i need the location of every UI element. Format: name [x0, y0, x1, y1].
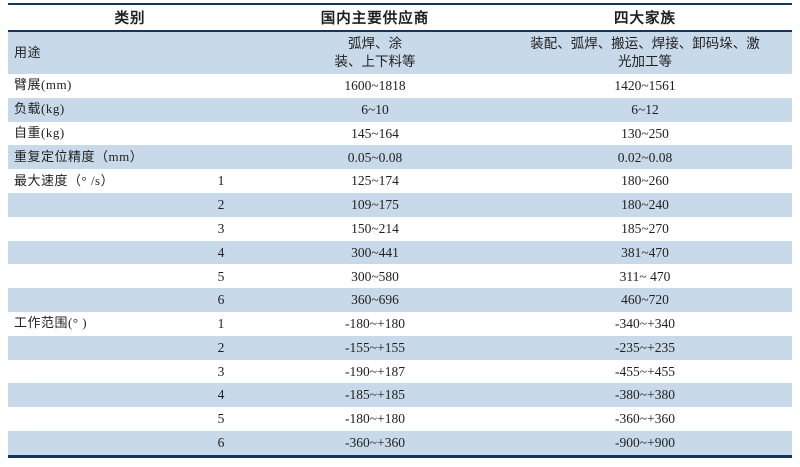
- row-joint-number: 4: [217, 387, 225, 403]
- row-domestic-value: 300~580: [351, 268, 399, 284]
- row-bigfour-value: 460~720: [621, 292, 669, 308]
- table-row: 3 150~214 185~270: [8, 216, 792, 241]
- row-joint-number: 2: [217, 339, 225, 355]
- row-domestic-value: 弧焊、涂 装、上下料等: [334, 36, 416, 69]
- table-row: 5 -180~+180 -360~+360: [8, 407, 792, 431]
- table-row: 重复定位精度（mm） 0.05~0.08 0.02~0.08: [8, 145, 792, 170]
- table-row: 2 109~175 180~240: [8, 192, 792, 217]
- row-label: 自重(kg): [14, 125, 65, 141]
- row-bigfour-value: 6~12: [631, 101, 659, 117]
- table-row: 3 -190~+187 -455~+455: [8, 359, 792, 384]
- table-row: 臂展(mm) 1600~1818 1420~1561: [8, 74, 792, 98]
- row-joint-number: 2: [217, 197, 225, 213]
- row-bigfour-value: -900~+900: [615, 435, 675, 451]
- header-category: 类别: [114, 11, 146, 27]
- row-label: 用途: [14, 44, 42, 60]
- row-bigfour-value: -455~+455: [615, 363, 675, 379]
- table-row: 用途 弧焊、涂 装、上下料等 装配、弧焊、搬运、焊接、卸码垛、激 光加工等: [8, 32, 792, 74]
- row-joint-number: 1: [217, 316, 225, 332]
- table-row: 自重(kg) 145~164 130~250: [8, 121, 792, 146]
- row-domestic-value: 300~441: [351, 244, 399, 260]
- row-domestic-value: -180~+180: [345, 411, 405, 427]
- table-row: 4 -185~+185 -380~+380: [8, 383, 792, 408]
- row-bigfour-value: -380~+380: [615, 387, 675, 403]
- table-row: 5 300~580 311~ 470: [8, 264, 792, 289]
- row-bigfour-value: 381~470: [621, 244, 669, 260]
- row-domestic-value: 109~175: [351, 197, 399, 213]
- row-domestic-value: -360~+360: [345, 435, 405, 451]
- row-domestic-value: 150~214: [351, 220, 399, 236]
- row-domestic-value: -155~+155: [345, 339, 405, 355]
- row-bigfour-value: 1420~1561: [614, 78, 676, 94]
- row-joint-number: 4: [217, 244, 225, 260]
- row-domestic-value: 145~164: [351, 125, 399, 141]
- row-label: 重复定位精度（mm）: [14, 148, 144, 164]
- table-header-row: 类别 国内主要供应商 四大家族: [8, 5, 792, 32]
- row-bigfour-value: -340~+340: [615, 316, 675, 332]
- row-label: 工作范围(° ): [14, 315, 88, 331]
- row-joint-number: 3: [217, 363, 225, 379]
- row-domestic-value: -185~+185: [345, 387, 405, 403]
- table-row: 6 360~696 460~720: [8, 288, 792, 312]
- robot-spec-table: 类别 国内主要供应商 四大家族 用途 弧焊、涂 装、上下料等 装配、弧焊、搬运、…: [8, 3, 792, 458]
- table-row: 2 -155~+155 -235~+235: [8, 335, 792, 360]
- row-bigfour-value: -360~+360: [615, 411, 675, 427]
- row-joint-number: 5: [217, 268, 225, 284]
- table-row: 最大速度（° /s） 1 125~174 180~260: [8, 169, 792, 193]
- table-row: 负载(kg) 6~10 6~12: [8, 97, 792, 122]
- row-label: 最大速度（° /s）: [14, 172, 115, 188]
- row-joint-number: 6: [217, 435, 225, 451]
- table-row: 6 -360~+360 -900~+900: [8, 430, 792, 455]
- row-bigfour-value: 0.02~0.08: [617, 149, 673, 165]
- row-domestic-value: 1600~1818: [344, 78, 406, 94]
- row-label: 臂展(mm): [14, 77, 72, 93]
- row-domestic-value: -180~+180: [345, 316, 405, 332]
- row-domestic-value: 6~10: [361, 101, 389, 117]
- row-bigfour-value: 180~260: [621, 173, 669, 189]
- row-bigfour-value: 185~270: [621, 220, 669, 236]
- header-domestic-suppliers: 国内主要供应商: [320, 11, 430, 27]
- table-body: 用途 弧焊、涂 装、上下料等 装配、弧焊、搬运、焊接、卸码垛、激 光加工等 臂展…: [8, 32, 792, 455]
- table-row: 4 300~441 381~470: [8, 240, 792, 265]
- row-bigfour-value: 装配、弧焊、搬运、焊接、卸码垛、激 光加工等: [530, 36, 760, 69]
- row-domestic-value: -190~+187: [345, 363, 405, 379]
- row-domestic-value: 360~696: [351, 292, 399, 308]
- row-bigfour-value: 180~240: [621, 197, 669, 213]
- row-bigfour-value: -235~+235: [615, 339, 675, 355]
- row-label: 负载(kg): [14, 101, 65, 117]
- row-joint-number: 5: [217, 411, 225, 427]
- row-bigfour-value: 130~250: [621, 125, 669, 141]
- row-joint-number: 3: [217, 220, 225, 236]
- header-big-four: 四大家族: [614, 11, 676, 27]
- row-bigfour-value: 311~ 470: [619, 268, 671, 284]
- row-joint-number: 6: [217, 292, 225, 308]
- table-row: 工作范围(° ) 1 -180~+180 -340~+340: [8, 311, 792, 336]
- row-domestic-value: 0.05~0.08: [347, 149, 403, 165]
- row-joint-number: 1: [217, 173, 225, 189]
- row-domestic-value: 125~174: [351, 173, 399, 189]
